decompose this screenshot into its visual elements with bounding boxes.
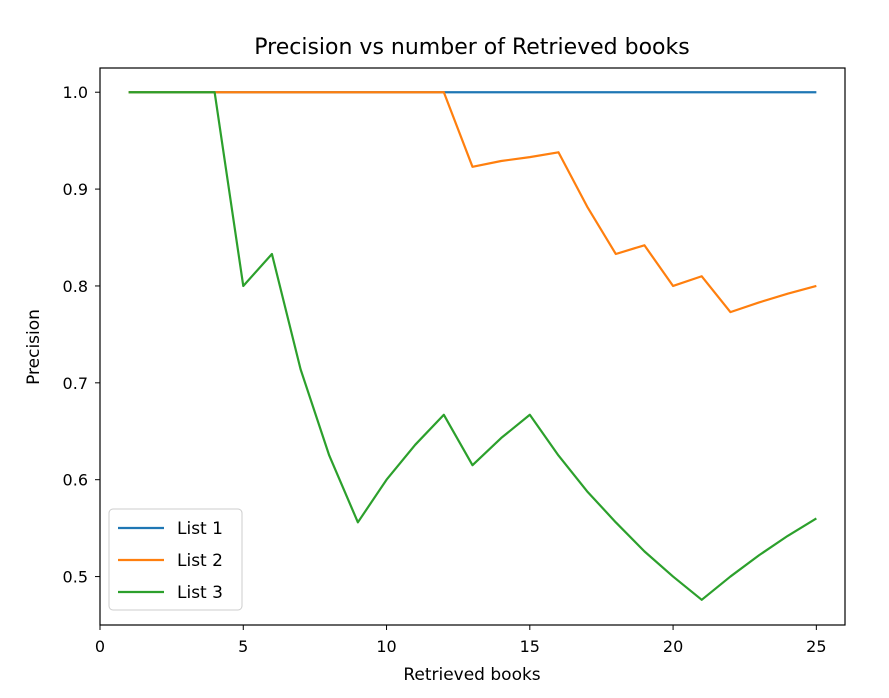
plot-area-frame	[99, 67, 846, 626]
series-line-list-2	[128, 91, 817, 314]
legend-label-list-3: List 3	[177, 583, 223, 603]
legend-label-list-2: List 2	[177, 551, 223, 571]
x-tick-label: 10	[376, 637, 396, 656]
series-line-list-3	[128, 91, 817, 601]
y-tick-label: 0.7	[63, 374, 88, 393]
y-tick-label: 0.5	[63, 568, 88, 587]
x-tick-label: 0	[95, 637, 105, 656]
legend-label-list-1: List 1	[177, 519, 223, 539]
x-tick-label: 15	[520, 637, 540, 656]
y-tick-label: 0.8	[63, 277, 88, 296]
y-tick-label: 0.6	[63, 471, 88, 490]
legend-box	[108, 508, 243, 611]
legend: List 1 List 2 List 3	[108, 508, 243, 611]
x-axis-label: Retrieved books	[403, 665, 540, 685]
y-axis-label: Precision	[24, 309, 44, 385]
x-tick-label: 25	[806, 637, 826, 656]
series-lines	[128, 91, 817, 601]
chart-title: Precision vs number of Retrieved books	[254, 35, 689, 60]
x-tick-label: 20	[663, 637, 683, 656]
x-axis-ticks: 0 5 10 15 20 25	[95, 625, 827, 656]
x-tick-label: 5	[238, 637, 248, 656]
y-tick-label: 0.9	[63, 180, 88, 199]
y-tick-label: 1.0	[63, 83, 88, 102]
y-axis-ticks: 0.5 0.6 0.7 0.8 0.9 1.0	[63, 83, 100, 587]
